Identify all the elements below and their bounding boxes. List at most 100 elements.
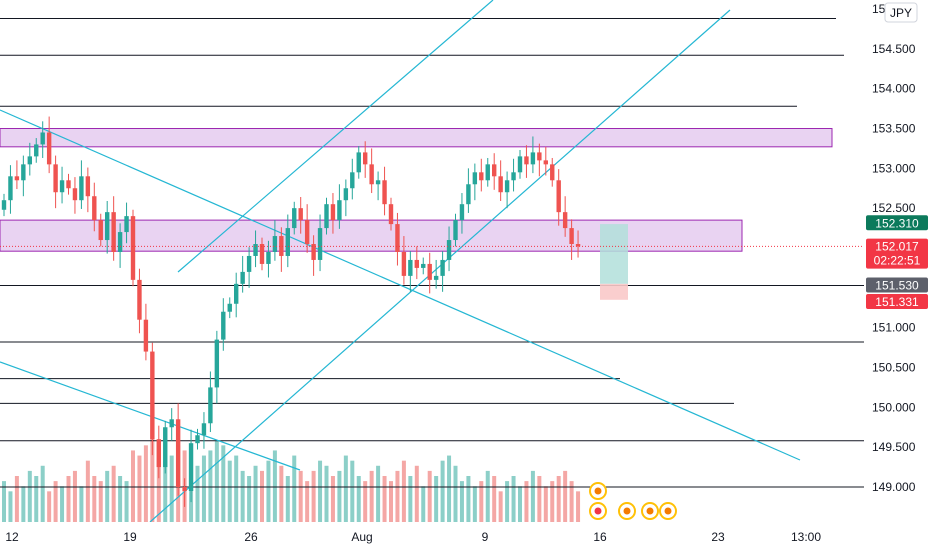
volume-bar [363,481,368,522]
volume-bar [260,470,264,522]
volume-bar [221,445,226,522]
candle-body [311,244,316,260]
candle-body [543,160,548,165]
time-axis[interactable]: 12 19 26 Aug 9 16 23 13:00 [0,522,932,550]
candle-body [337,200,342,221]
candle-body [485,164,490,181]
volume-bar [421,486,426,522]
candle-body [285,228,290,256]
candle-body [530,152,536,165]
volume-bar [292,455,297,522]
event-marker-dot [594,507,602,515]
candle-body [253,244,258,256]
candle-body [569,228,574,245]
candle-body [556,180,561,213]
candle-body [466,184,471,205]
candle-body [317,228,323,260]
trend-line[interactable] [177,0,494,273]
time-tick-label: Aug [351,530,372,544]
candle-body [562,212,568,229]
candle-body [53,164,58,193]
volume-bar [201,455,206,522]
price-tick-label: 149.000 [872,480,916,494]
candle-body [40,132,45,145]
price-tick-label: 154.000 [872,82,916,96]
price-tick-label: 150.000 [872,400,916,414]
candle-body [492,164,497,177]
volume-bar [427,470,432,522]
volume-bar [85,460,90,522]
volume-bar [485,470,490,522]
candle-body [98,220,103,241]
candle-body [272,236,278,252]
time-tick-label: 23 [711,530,725,544]
candle-body [72,188,78,201]
volume-bar [214,440,219,522]
position-stop-area[interactable] [600,283,628,300]
candle-body [446,240,452,260]
volume-bar [537,476,542,522]
candle-body [459,204,465,221]
candle-body [8,176,13,201]
candle-body [356,152,361,173]
volume-bar [376,465,381,522]
candle-body [498,176,503,193]
short-position-tool[interactable] [600,224,628,300]
volume-bar [208,450,213,522]
supply-demand-zones[interactable] [0,128,833,252]
candle-body [143,319,149,352]
symbol-badge-box[interactable] [884,2,918,23]
volume-bar [408,476,413,522]
time-tick-label: 9 [482,530,489,544]
horizontal-levels[interactable] [0,18,864,488]
candle-body [427,263,432,280]
candle-body [227,303,232,312]
price-tick-label: 153.000 [872,161,916,175]
event-marker-dot [646,507,654,515]
trend-line[interactable] [0,109,801,461]
candle-body [92,196,97,221]
volume-bar [518,486,522,522]
candle-body [343,188,349,201]
candle-body [330,204,336,221]
candle-body [208,387,213,424]
price-tick-label: 151.000 [872,321,916,335]
volume-bar [447,455,452,522]
volume-bar [285,476,290,522]
price-badge-label: 152.017 [875,240,919,254]
candle-body [34,144,39,157]
volume-bar [576,491,581,522]
volume-bar [137,455,142,522]
price-zone-rect[interactable] [0,128,833,148]
volume-bar [131,450,135,522]
volume-bar [324,465,329,522]
event-marker-dot [594,487,602,495]
candle-body [59,180,65,193]
symbol-badge[interactable]: JPY [884,2,918,23]
candle-body [479,172,484,181]
volume-bar [240,470,245,522]
volume-bar [511,476,516,522]
time-tick-label: 12 [5,530,19,544]
candle-body [117,232,123,252]
volume-bar [298,470,303,522]
candle-body [395,224,400,252]
volume-bar [389,481,393,522]
volume-bar [524,481,529,522]
trend-line[interactable] [149,9,731,523]
candle-body [130,216,136,280]
candle-body [421,263,426,268]
volume-layer [2,430,581,522]
volume-bar [556,476,561,522]
volume-bar [234,455,239,522]
candle-body [382,180,387,205]
candle-body [105,212,110,241]
volume-bar [459,481,464,522]
trend-line[interactable] [0,361,301,471]
event-marker-dot [664,507,672,515]
position-target-area[interactable] [600,224,628,284]
trend-channel-lines[interactable] [0,0,801,523]
event-markers[interactable] [589,482,677,520]
